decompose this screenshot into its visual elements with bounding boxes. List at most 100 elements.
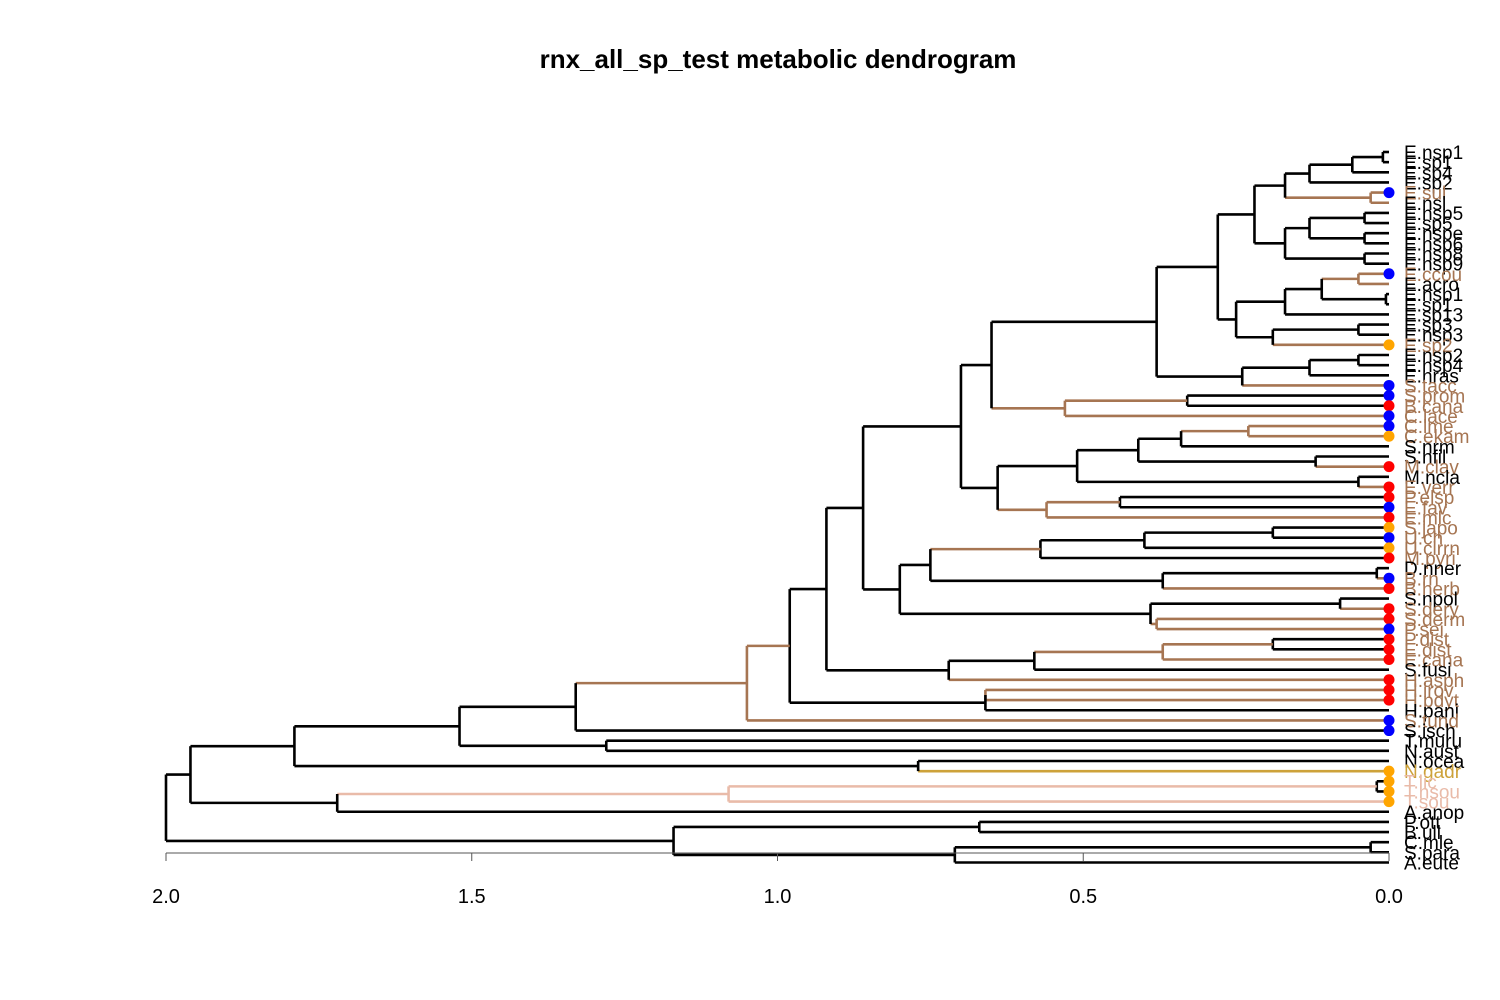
leaf-label: S.fusi [1404, 661, 1452, 682]
leaf-marker-dot [1383, 613, 1395, 625]
leaf-label: T.lic [1404, 772, 1437, 793]
leaf-label: P.sei [1404, 620, 1444, 641]
leaf-marker-dot [1383, 410, 1395, 422]
leaf-label: E.sp3 [1404, 316, 1453, 337]
leaf-label: N.ocea [1404, 752, 1465, 773]
leaf-label: B.rn [1404, 569, 1439, 590]
leaf-label: E.sp2 [1404, 336, 1453, 357]
leaf-marker-dot [1383, 491, 1395, 503]
leaf-label: B.herb [1404, 579, 1460, 600]
leaf-label: E.nsp2 [1404, 346, 1463, 367]
x-tick-label: 2.0 [152, 886, 180, 908]
leaf-labels: E.nsp1E.sp1E.sp4E.sp2E.sulE.nslE.nsp5E.s… [1404, 143, 1469, 875]
leaf-marker-dot [1383, 542, 1395, 554]
leaf-marker-dot [1383, 623, 1395, 635]
leaf-marker-dot [1383, 400, 1395, 412]
leaf-marker-dot [1383, 390, 1395, 402]
dendrogram-branches [164, 150, 1389, 864]
leaf-marker-dot [1383, 674, 1395, 686]
leaf-marker-dot [1383, 643, 1395, 655]
leaf-label: E.sp13 [1404, 305, 1463, 326]
leaf-marker-dot [1383, 481, 1395, 493]
leaf-label: E.sp4 [1404, 163, 1453, 184]
x-tick-label: 1.0 [764, 886, 792, 908]
leaf-label: E.sp5 [1404, 214, 1453, 235]
leaf-marker-dot [1383, 420, 1395, 432]
leaf-marker-dot [1383, 187, 1395, 199]
leaf-label: E.nsp4 [1404, 356, 1464, 377]
leaf-marker-dot [1383, 694, 1395, 706]
leaf-label: E.nsp1 [1404, 285, 1463, 306]
leaf-marker-dot [1383, 572, 1395, 584]
leaf-label: S.derm [1404, 610, 1465, 631]
leaf-label: E.nsp8 [1404, 245, 1463, 266]
plot-title: rnx_all_sp_test metabolic dendrogram [540, 44, 1017, 74]
leaf-label: E.ccou [1404, 265, 1462, 286]
leaf-label: E.sp1 [1404, 295, 1453, 316]
leaf-marker-dot [1383, 765, 1395, 777]
leaf-label: M.pyri [1404, 549, 1456, 570]
leaf-label: E.dist [1404, 640, 1452, 661]
leaf-marker-dot [1383, 633, 1395, 645]
leaf-label: U.cirrn [1404, 539, 1460, 560]
leaf-label: S.tund [1404, 711, 1459, 732]
leaf-label: E.nras [1404, 366, 1459, 387]
x-tick-label: 1.5 [458, 886, 486, 908]
leaf-label: C.lme [1404, 417, 1454, 438]
leaf-label: D.nner [1404, 559, 1462, 580]
leaf-label: H.pani [1404, 701, 1459, 722]
leaf-label: E.nsp5 [1404, 204, 1463, 225]
leaf-label: S.dery [1404, 600, 1459, 621]
leaf-label: S.prom [1404, 387, 1465, 408]
leaf-marker-dot [1383, 501, 1395, 513]
leaf-label: E.acro [1404, 275, 1459, 296]
leaf-label: M.clav [1404, 458, 1459, 479]
leaf-label: S.japo [1404, 519, 1458, 540]
leaf-label: H.asph [1404, 671, 1464, 692]
leaf-label: N.gadr [1404, 762, 1462, 783]
leaf-label: E.nsp1 [1404, 143, 1463, 164]
leaf-label: E.nsp9 [1404, 255, 1463, 276]
leaf-label: P.elsp [1404, 488, 1454, 509]
leaf-label: N.aust [1404, 742, 1460, 763]
leaf-marker-dot [1383, 785, 1395, 797]
leaf-label: P.ott [1404, 813, 1441, 834]
leaf-marker-dot [1383, 552, 1395, 564]
leaf-label: S.npol [1404, 590, 1458, 611]
leaf-label: A.anop [1404, 803, 1464, 824]
leaf-label: S.nfil [1404, 448, 1446, 469]
leaf-label: E.nsl [1404, 194, 1446, 215]
leaf-marker-dot [1383, 714, 1395, 726]
leaf-marker-dot [1383, 532, 1395, 544]
leaf-label: T.nsou [1404, 782, 1460, 803]
leaf-label: B.cana [1404, 397, 1464, 418]
leaf-marker-dot [1383, 684, 1395, 696]
leaf-label: E.fav [1404, 498, 1448, 519]
leaf-label: B.ull [1404, 823, 1441, 844]
leaf-marker-dot [1383, 582, 1395, 594]
leaf-marker-dot [1383, 268, 1395, 280]
leaf-label: E.sul [1404, 184, 1446, 205]
leaf-label: P.dist [1404, 630, 1450, 651]
leaf-marker-dot [1383, 430, 1395, 442]
leaf-label: T.muru [1404, 732, 1462, 753]
leaf-label: E.nsp6 [1404, 234, 1463, 255]
leaf-marker-dot [1383, 603, 1395, 615]
leaf-label: C.lace [1404, 407, 1458, 428]
leaf-label: M.ncla [1404, 468, 1460, 489]
leaf-marker-dot [1383, 654, 1395, 665]
leaf-label: T.sou [1404, 793, 1449, 814]
leaf-marker-dot [1383, 339, 1395, 351]
leaf-marker-dot [1383, 725, 1395, 737]
leaf-marker-dot [1383, 796, 1395, 808]
leaf-label: A.eute [1404, 854, 1459, 875]
leaf-marker-dot [1383, 461, 1395, 473]
leaf-label: S.isch [1404, 722, 1456, 743]
leaf-label: S.nrm [1404, 437, 1455, 458]
leaf-label: C.ekam [1404, 427, 1469, 448]
leaf-marker-dot [1383, 511, 1395, 523]
leaf-marker-dot [1383, 775, 1395, 787]
leaf-marker-dot [1383, 522, 1395, 534]
leaf-label: U.ch [1404, 529, 1443, 550]
